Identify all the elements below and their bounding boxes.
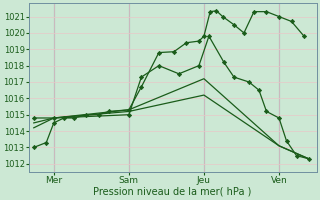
X-axis label: Pression niveau de la mer( hPa ): Pression niveau de la mer( hPa ) (93, 187, 252, 197)
